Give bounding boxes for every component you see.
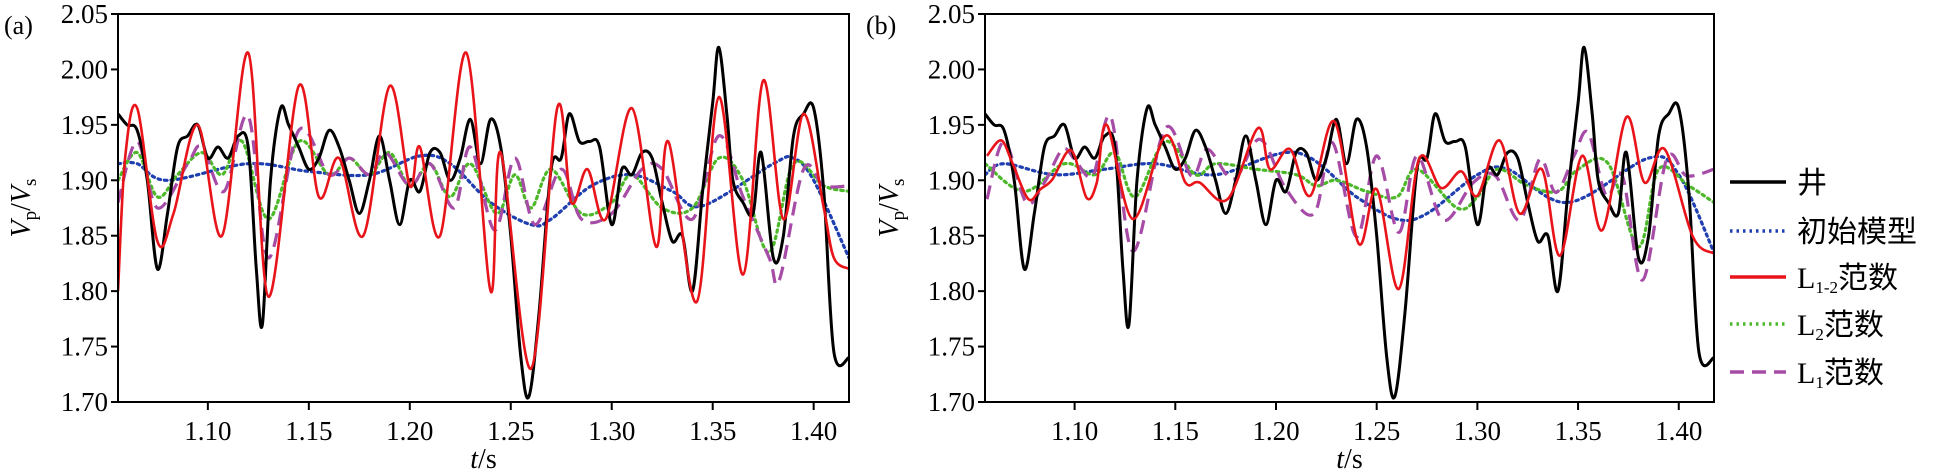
y-axis-title-slash: / (874, 203, 905, 211)
series-line-l2-norm (118, 139, 849, 254)
series-line-l1-2-norm (985, 115, 1714, 291)
x-tick-label: 1.20 (386, 416, 433, 446)
y-axis-title-slash: / (6, 203, 37, 211)
y-axis-title-sub-p: p (888, 211, 909, 221)
x-tick-label: 1.30 (1454, 416, 1501, 446)
x-axis-title-var: t (470, 444, 479, 475)
series-line-l1-2-norm (118, 51, 849, 371)
series-line-well (985, 45, 1714, 400)
legend-label: L1范数 (1797, 357, 1884, 392)
legend-label: L2范数 (1797, 309, 1884, 344)
y-axis-title-vp: V (6, 217, 37, 237)
x-tick-label: 1.35 (1554, 416, 1601, 446)
legend-item: L2范数 (1730, 309, 1884, 344)
legend-item: L1-2范数 (1730, 262, 1898, 297)
legend-label-tail: 范数 (1824, 357, 1884, 390)
y-tick-label: 2.05 (61, 0, 108, 29)
x-axis-title-unit: /s (478, 444, 497, 475)
y-axis-title-sub-s: s (888, 179, 909, 186)
y-tick-label: 1.70 (928, 387, 975, 417)
legend-label-main: L (1797, 357, 1815, 390)
x-tick-label: 1.10 (184, 416, 231, 446)
legend-label: L1-2范数 (1797, 262, 1898, 297)
y-tick-label: 2.00 (61, 54, 108, 84)
y-axis-title: Vp/Vs (874, 179, 909, 238)
y-axis-title-vs: V (6, 183, 37, 203)
series-line-well (118, 45, 849, 400)
x-axis-title: t/s (1336, 444, 1362, 475)
x-axis-title: t/s (470, 444, 496, 475)
y-tick-label: 2.05 (928, 0, 975, 29)
legend-label-main: 初始模型 (1797, 216, 1917, 249)
legend-item: 井 (1730, 167, 1827, 200)
y-axis-title: Vp/Vs (6, 179, 41, 238)
x-axis-title-unit: /s (1344, 444, 1363, 475)
legend-label-main: L (1797, 262, 1815, 295)
x-tick-label: 1.20 (1252, 416, 1299, 446)
legend-label-main: 井 (1797, 167, 1827, 200)
panel-b: 1.70 1.75 1.80 1.85 1.90 1.95 2.00 2.05 1.10 1.15… (866, 0, 1715, 475)
x-tick-label: 1.15 (285, 416, 332, 446)
y-axis-title-sub-s: s (20, 179, 41, 186)
panel-label: (b) (866, 11, 896, 40)
x-tick-label: 1.25 (487, 416, 534, 446)
legend-label: 井 (1797, 167, 1827, 200)
y-tick-label: 1.90 (61, 165, 108, 195)
y-tick-label: 1.80 (61, 276, 108, 306)
legend-label-sub: 1 (1815, 373, 1824, 392)
y-tick-label: 1.70 (61, 387, 108, 417)
x-tick-label: 1.40 (790, 416, 837, 446)
x-tick-label: 1.10 (1051, 416, 1098, 446)
x-tick-label: 1.40 (1655, 416, 1702, 446)
plot-frame (117, 13, 850, 403)
legend-item: 初始模型 (1730, 216, 1917, 249)
x-axis-title-var: t (1336, 444, 1345, 475)
y-axis-title-sub-p: p (20, 211, 41, 221)
x-tick-label: 1.15 (1152, 416, 1199, 446)
legend-item: L1范数 (1730, 357, 1884, 392)
plot-frame (984, 13, 1715, 403)
x-tick-label: 1.25 (1353, 416, 1400, 446)
series-group (985, 45, 1714, 400)
y-tick-label: 1.75 (61, 332, 108, 362)
y-tick-label: 2.00 (928, 54, 975, 84)
series-line-l1-norm (118, 113, 849, 287)
legend-label: 初始模型 (1797, 216, 1917, 249)
y-tick-label: 1.95 (928, 110, 975, 140)
series-group (118, 45, 849, 400)
y-axis-title-vs: V (874, 183, 905, 203)
y-tick-label: 1.95 (61, 110, 108, 140)
legend-label-sub: 2 (1815, 325, 1824, 344)
y-tick-label: 1.85 (928, 221, 975, 251)
panel-label: (a) (4, 11, 33, 40)
y-tick-label: 1.80 (928, 276, 975, 306)
series-line-l2-norm (985, 139, 1714, 249)
legend-label-tail: 范数 (1838, 262, 1898, 295)
panel-a: 1.70 1.75 1.80 1.85 1.90 1.95 2.00 2.05 1.10 1.15… (4, 0, 850, 475)
legend-label-sub: 1-2 (1815, 278, 1838, 297)
legend-label-main: L (1797, 309, 1815, 342)
x-tick-label: 1.35 (689, 416, 736, 446)
series-line-initial-model (118, 153, 849, 260)
y-axis-title-vp: V (874, 217, 905, 237)
y-tick-label: 1.90 (928, 165, 975, 195)
legend-label-tail: 范数 (1824, 309, 1884, 342)
y-tick-label: 1.75 (928, 332, 975, 362)
x-tick-label: 1.30 (588, 416, 635, 446)
y-tick-label: 1.85 (61, 221, 108, 251)
